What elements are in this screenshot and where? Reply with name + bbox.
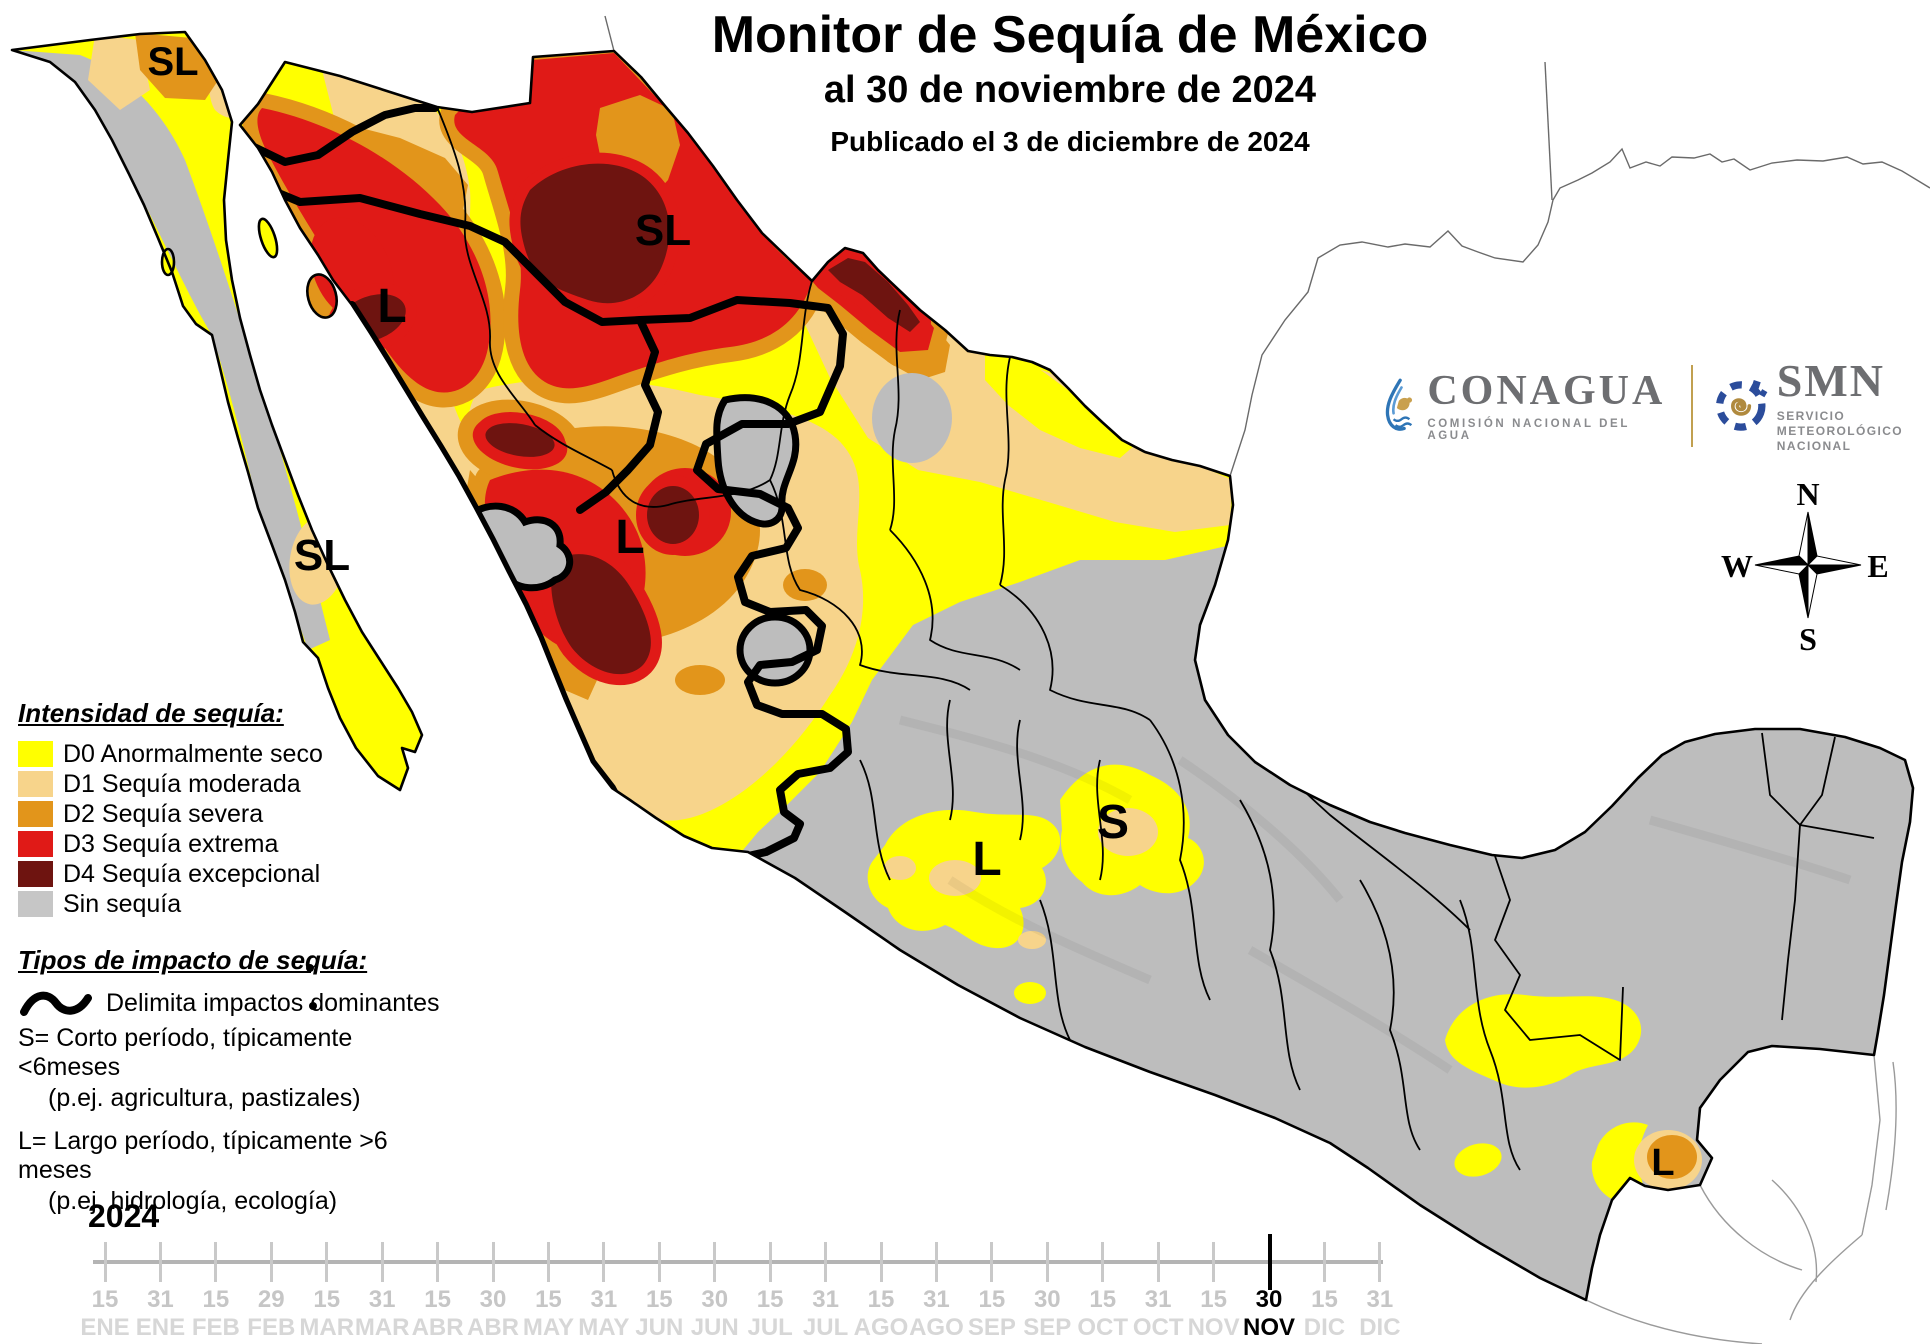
- legend-swatch: [18, 801, 53, 827]
- impact-legend-text: S= Corto período, típicamente <6meses: [18, 1024, 353, 1081]
- legend-swatch: [18, 771, 53, 797]
- legend-item-d1: D1 Sequía moderada: [18, 769, 458, 799]
- conagua-wordmark: CONAGUA COMISIÓN NACIONAL DEL AGUA: [1427, 370, 1665, 442]
- smn-wordmark: SMN SERVICIO METEOROLÓGICO NACIONAL: [1776, 354, 1903, 454]
- impact-delimitation-lines: [246, 104, 852, 866]
- impact-legend-row: (p.ej. hidrología, ecología): [18, 1187, 458, 1216]
- map-label-l-durango: L: [615, 511, 644, 564]
- map-label-s-centro: S: [1097, 796, 1129, 849]
- agency-logos: CONAGUA COMISIÓN NACIONAL DEL AGUA SMN S…: [1383, 354, 1903, 454]
- map-label-l-sonora: L: [377, 280, 406, 333]
- smn-tagline-line: SERVICIO: [1776, 408, 1846, 423]
- page-subtitle: al 30 de noviembre de 2024: [823, 68, 1317, 111]
- guatemala-belize-borders: [1585, 1054, 1897, 1344]
- legend-swatch: [18, 831, 53, 857]
- map-label-sl-border: SL: [147, 40, 198, 84]
- squiggle-line-icon: [20, 991, 92, 1016]
- legend-item-d4: D4 Sequía excepcional: [18, 859, 458, 889]
- compass-north-label: N: [1796, 476, 1819, 512]
- legend-item-sin: Sin sequía: [18, 889, 458, 919]
- conagua-tagline: COMISIÓN NACIONAL DEL AGUA: [1427, 417, 1630, 442]
- legend-label: D3 Sequía extrema: [63, 829, 279, 858]
- impact-legend-rows: Delimita impactos dominantes S= Corto per…: [18, 986, 458, 1216]
- legend-label: D1 Sequía moderada: [63, 769, 301, 798]
- impact-legend-row: L= Largo período, típicamente >6 meses: [18, 1127, 458, 1185]
- map-label-l-centro: L: [972, 833, 1001, 886]
- legend-item-d0: D0 Anormalmente seco: [18, 739, 458, 769]
- legend-item-d2: D2 Sequía severa: [18, 799, 458, 829]
- impact-legend-text: (p.ej. agricultura, pastizales): [48, 1084, 361, 1112]
- impact-legend-text: Delimita impactos dominantes: [106, 988, 440, 1017]
- legend-swatch: [18, 861, 53, 887]
- compass-rose-icon: N E S W: [1721, 476, 1889, 657]
- legend-label: Sin sequía: [63, 889, 182, 918]
- legend-label: D4 Sequía excepcional: [63, 859, 321, 888]
- map-label-sl-baja-sur: SL: [294, 531, 350, 580]
- impact-legend: Tipos de impacto de sequía: Delimita imp…: [18, 945, 458, 1216]
- impact-legend-row: (p.ej. agricultura, pastizales): [18, 1084, 458, 1113]
- compass-west-label: W: [1721, 548, 1753, 584]
- legend-swatch: [18, 741, 53, 767]
- legend-label: D2 Sequía severa: [63, 799, 264, 828]
- smn-tagline-line: METEOROLÓGICO: [1776, 423, 1903, 438]
- smn-tagline: SERVICIO METEOROLÓGICO NACIONAL: [1777, 409, 1903, 454]
- legend-swatch: [18, 891, 53, 917]
- legend: Intensidad de sequía: D0 Anormalmente se…: [18, 698, 458, 1216]
- compass-east-label: E: [1867, 548, 1888, 584]
- map-label-sl-chihuahua: SL: [635, 206, 691, 255]
- impact-legend-row: S= Corto período, típicamente <6meses: [18, 1024, 458, 1082]
- page-title: Monitor de Sequía de México: [711, 6, 1429, 64]
- legend-item-d3: D3 Sequía extrema: [18, 829, 458, 859]
- smn-name: SMN: [1776, 354, 1886, 406]
- legend-items: D0 Anormalmente seco D1 Sequía moderada D2…: [18, 739, 458, 919]
- map-label-l-chiapas: L: [1651, 1142, 1674, 1184]
- impact-legend-text: (p.ej. hidrología, ecología): [48, 1187, 338, 1215]
- published-date: Publicado el 3 de diciembre de 2024: [830, 125, 1310, 157]
- us-coastline: [604, 15, 1930, 477]
- conagua-logo-icon: [1385, 378, 1413, 431]
- conagua-name: CONAGUA: [1427, 367, 1666, 414]
- smn-tagline-line: NACIONAL: [1776, 438, 1852, 453]
- small-islands-icon: [306, 964, 317, 1010]
- compass-south-label: S: [1799, 621, 1817, 657]
- title-block: Monitor de Sequía de México al 30 de nov…: [560, 8, 1580, 158]
- impact-legend-row: Delimita impactos dominantes: [18, 986, 458, 1020]
- smn-logo-icon: [1716, 379, 1768, 431]
- legend-label: D0 Anormalmente seco: [63, 739, 323, 768]
- impact-legend-text: L= Largo período, típicamente >6 meses: [18, 1127, 388, 1184]
- legend-intensity-title: Intensidad de sequía:: [18, 698, 284, 728]
- legend-impact-title: Tipos de impacto de sequía:: [18, 945, 368, 975]
- map-region-labels: SL SL L L SL L S L: [147, 40, 1674, 1184]
- logo-divider: [1691, 364, 1694, 447]
